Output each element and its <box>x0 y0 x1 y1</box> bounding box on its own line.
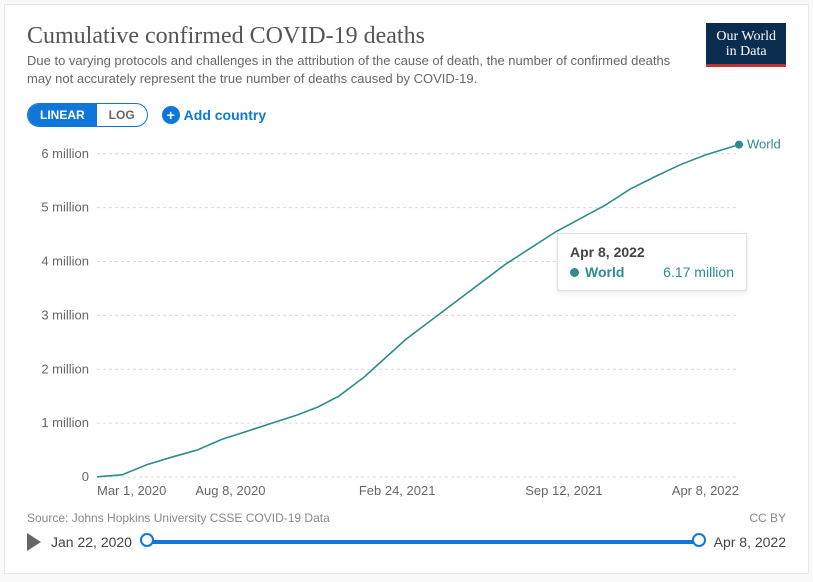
svg-text:Aug 8, 2020: Aug 8, 2020 <box>195 483 265 498</box>
world-series-label: World <box>747 137 781 152</box>
svg-text:2 million: 2 million <box>41 361 89 376</box>
svg-text:4 million: 4 million <box>41 254 89 269</box>
slider-handle-end[interactable] <box>692 533 706 547</box>
timeline-end-label: Apr 8, 2022 <box>714 534 786 550</box>
line-chart-svg: 0 1 million 2 million 3 million 4 million 5 m… <box>27 135 787 505</box>
timeline-start-label: Jan 22, 2020 <box>51 534 132 550</box>
tooltip-value: 6.17 million <box>663 264 734 280</box>
world-line <box>97 145 739 477</box>
controls-row: LINEAR LOG + Add country <box>27 103 786 127</box>
add-country-button[interactable]: + Add country <box>162 106 266 124</box>
tooltip-series: World <box>585 264 624 280</box>
chart-card: Cumulative confirmed COVID-19 deaths Due… <box>4 4 809 574</box>
play-button[interactable] <box>27 533 41 551</box>
chart-subtitle: Due to varying protocols and challenges … <box>27 52 694 87</box>
timeline: Jan 22, 2020 Apr 8, 2022 <box>27 533 786 551</box>
svg-text:5 million: 5 million <box>41 200 89 215</box>
timeline-slider[interactable] <box>142 535 704 549</box>
svg-text:0: 0 <box>82 469 89 484</box>
header: Cumulative confirmed COVID-19 deaths Due… <box>27 23 786 87</box>
chart-title: Cumulative confirmed COVID-19 deaths <box>27 23 694 50</box>
svg-text:Feb 24, 2021: Feb 24, 2021 <box>359 483 436 498</box>
tooltip-date: Apr 8, 2022 <box>570 244 734 260</box>
scale-linear-button[interactable]: LINEAR <box>28 104 97 126</box>
title-block: Cumulative confirmed COVID-19 deaths Due… <box>27 23 706 87</box>
svg-text:Apr 8, 2022: Apr 8, 2022 <box>672 483 739 498</box>
scale-toggle: LINEAR LOG <box>27 103 148 127</box>
logo-line2: in Data <box>716 44 776 59</box>
add-country-label: Add country <box>184 107 266 123</box>
svg-text:3 million: 3 million <box>41 307 89 322</box>
svg-text:1 million: 1 million <box>41 415 89 430</box>
owid-logo[interactable]: Our World in Data <box>706 23 786 67</box>
tooltip: Apr 8, 2022 World 6.17 million <box>557 233 747 291</box>
tooltip-dot-icon <box>570 268 579 277</box>
svg-text:Sep 12, 2021: Sep 12, 2021 <box>525 483 602 498</box>
source-text: Source: Johns Hopkins University CSSE CO… <box>27 511 330 525</box>
license-text[interactable]: CC BY <box>749 511 786 525</box>
tooltip-row: World 6.17 million <box>570 264 734 280</box>
slider-handle-start[interactable] <box>140 533 154 547</box>
plus-icon: + <box>162 106 180 124</box>
slider-track <box>142 540 704 544</box>
chart-area: 0 1 million 2 million 3 million 4 million 5 m… <box>27 135 787 505</box>
scale-log-button[interactable]: LOG <box>97 104 147 126</box>
footer: Source: Johns Hopkins University CSSE CO… <box>27 511 786 525</box>
svg-text:Mar 1, 2020: Mar 1, 2020 <box>97 483 166 498</box>
logo-line1: Our World <box>716 29 776 44</box>
world-endpoint-marker <box>735 141 743 149</box>
svg-text:6 million: 6 million <box>41 146 89 161</box>
